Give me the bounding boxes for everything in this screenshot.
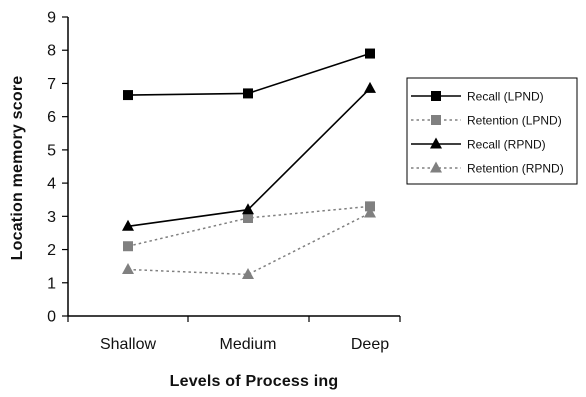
data-point — [122, 219, 134, 231]
data-point — [242, 203, 254, 215]
legend-label: Retention (LPND) — [467, 114, 562, 128]
data-point — [365, 201, 375, 212]
y-tick-label: 9 — [47, 10, 56, 27]
series-0 — [123, 48, 375, 101]
y-axis-title: Location memory score — [9, 76, 26, 261]
series-1 — [123, 201, 375, 252]
legend-marker — [430, 161, 442, 173]
series-3 — [122, 206, 376, 279]
data-point — [123, 241, 133, 252]
data-point — [123, 90, 133, 101]
data-point — [243, 212, 253, 223]
y-axis: 0 1 2 3 4 5 6 7 8 9 — [47, 10, 69, 326]
legend-item: Retention (LPND) — [411, 114, 562, 128]
series-2 — [122, 81, 376, 231]
legend: Recall (LPND) Retention (LPND) Recall (RPN… — [406, 77, 578, 185]
legend-item: Retention (RPND) — [411, 161, 564, 176]
y-tick-label: 5 — [47, 142, 56, 159]
data-point — [122, 262, 134, 274]
x-axis: Shallow Medium Deep — [67, 315, 401, 353]
x-tick-label: Medium — [220, 336, 277, 353]
data-point — [242, 267, 254, 279]
legend-marker — [431, 115, 441, 125]
data-point — [364, 206, 376, 218]
x-tick-label: Deep — [351, 336, 389, 353]
series-line — [127, 212, 371, 276]
legend-item: Recall (RPND) — [411, 137, 546, 152]
y-tick-label: 0 — [47, 309, 56, 326]
data-point — [365, 48, 375, 59]
data-point — [364, 81, 376, 93]
legend-item: Recall (LPND) — [411, 90, 544, 104]
y-tick-label: 6 — [47, 109, 56, 126]
y-tick-label: 8 — [47, 43, 56, 60]
y-tick-label: 3 — [47, 209, 56, 226]
data-point — [243, 88, 253, 99]
y-tick-label: 4 — [47, 176, 56, 193]
legend-label: Recall (LPND) — [467, 90, 544, 104]
y-tick-label: 1 — [47, 275, 56, 292]
y-tick-label: 7 — [47, 76, 56, 93]
legend-marker — [430, 137, 442, 149]
y-tick-label: 2 — [47, 242, 56, 259]
series-layer — [122, 48, 376, 279]
legend-marker — [431, 91, 441, 101]
x-tick-label: Shallow — [100, 336, 156, 353]
legend-label: Retention (RPND) — [467, 162, 564, 176]
legend-label: Recall (RPND) — [467, 138, 546, 152]
x-axis-title: Levels of Process ing — [170, 373, 339, 390]
